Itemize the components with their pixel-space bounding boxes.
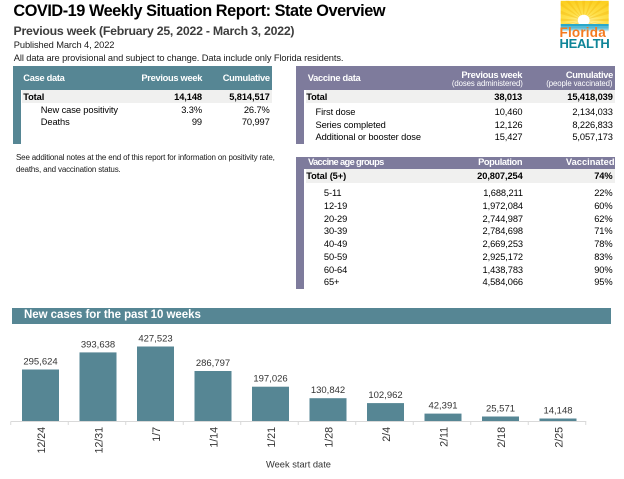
svg-text:130,842: 130,842: [311, 385, 345, 396]
svg-text:1/28: 1/28: [324, 427, 336, 448]
svg-text:Florida: Florida: [560, 25, 606, 40]
svg-text:1/21: 1/21: [266, 427, 278, 448]
svg-text:1/14: 1/14: [209, 427, 221, 448]
svg-text:1/7: 1/7: [151, 427, 163, 442]
svg-text:197,026: 197,026: [253, 374, 287, 385]
svg-text:2/4: 2/4: [381, 427, 393, 442]
svg-text:2/18: 2/18: [496, 427, 508, 448]
svg-text:14,148: 14,148: [543, 406, 572, 417]
svg-text:102,962: 102,962: [368, 390, 402, 401]
svg-text:2/25: 2/25: [554, 427, 566, 448]
svg-text:12/31: 12/31: [94, 427, 106, 454]
svg-text:393,638: 393,638: [81, 339, 115, 350]
svg-text:2/11: 2/11: [439, 427, 451, 447]
svg-text:HEALTH: HEALTH: [560, 36, 609, 49]
svg-text:12/24: 12/24: [36, 427, 48, 454]
svg-text:25,571: 25,571: [486, 404, 515, 415]
svg-text:42,391: 42,391: [428, 401, 457, 412]
svg-text:427,523: 427,523: [138, 334, 172, 345]
svg-text:295,624: 295,624: [23, 357, 57, 368]
svg-text:286,797: 286,797: [196, 358, 230, 369]
svg-text:Week start date: Week start date: [266, 459, 331, 469]
